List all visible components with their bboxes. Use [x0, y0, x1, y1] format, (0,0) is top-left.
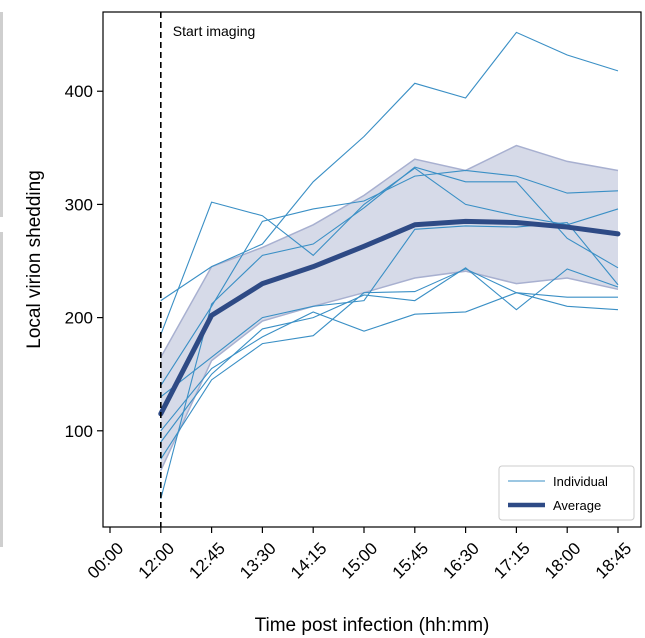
- band-lower-edge: [160, 270, 619, 471]
- x-tick-label-4: 14:15: [287, 539, 331, 583]
- x-tick-label-9: 18:00: [541, 539, 585, 583]
- y-tick-label-100: 100: [65, 422, 93, 441]
- individual-line-5: [160, 267, 619, 443]
- start-imaging-annotation: Start imaging: [173, 23, 255, 39]
- legend: Individual Average: [498, 465, 635, 521]
- average-line-layer: [158, 218, 621, 417]
- legend-average-label: Average: [553, 498, 601, 513]
- y-tick-label-200: 200: [65, 309, 93, 328]
- x-tick-label-6: 15:45: [389, 539, 433, 583]
- left-edge-mark-bottom: [0, 232, 3, 547]
- individual-line-2: [160, 167, 619, 335]
- x-tick-label-2: 12:45: [185, 539, 229, 583]
- y-axis: 100 200 300 400: [65, 82, 103, 441]
- confidence-band: [160, 145, 619, 471]
- x-tick-label-1: 12:00: [135, 539, 179, 583]
- x-tick-label-8: 17:15: [490, 539, 534, 583]
- band-upper-edge: [160, 144, 619, 358]
- individual-line-7: [160, 166, 619, 499]
- x-tick-label-0: 00:00: [84, 539, 128, 583]
- x-tick-label-5: 15:00: [338, 539, 382, 583]
- x-tick-label-7: 16:30: [439, 539, 483, 583]
- left-edge-mark-top: [0, 12, 3, 217]
- y-axis-label: Local virion shedding: [24, 170, 45, 349]
- individual-line-4: [160, 292, 618, 432]
- x-tick-label-3: 13:30: [236, 539, 280, 583]
- individual-lines-layer: [160, 31, 619, 499]
- y-tick-label-400: 400: [65, 82, 93, 101]
- x-tick-label-10: 18:45: [592, 539, 636, 583]
- individual-line-6: [160, 268, 619, 460]
- legend-individual-label: Individual: [553, 474, 608, 489]
- individual-line-1: [160, 31, 619, 302]
- average-line: [158, 218, 621, 417]
- confidence-band-layer: [160, 144, 619, 471]
- y-tick-label-300: 300: [65, 195, 93, 214]
- x-axis: 00:00 12:00 12:45 13:30 14:15 15:00 15:45 16:30…: [84, 527, 636, 583]
- individual-line-3: [160, 169, 619, 386]
- plot-frame: [102, 11, 642, 528]
- x-axis-label: Time post infection (hh:mm): [255, 615, 490, 636]
